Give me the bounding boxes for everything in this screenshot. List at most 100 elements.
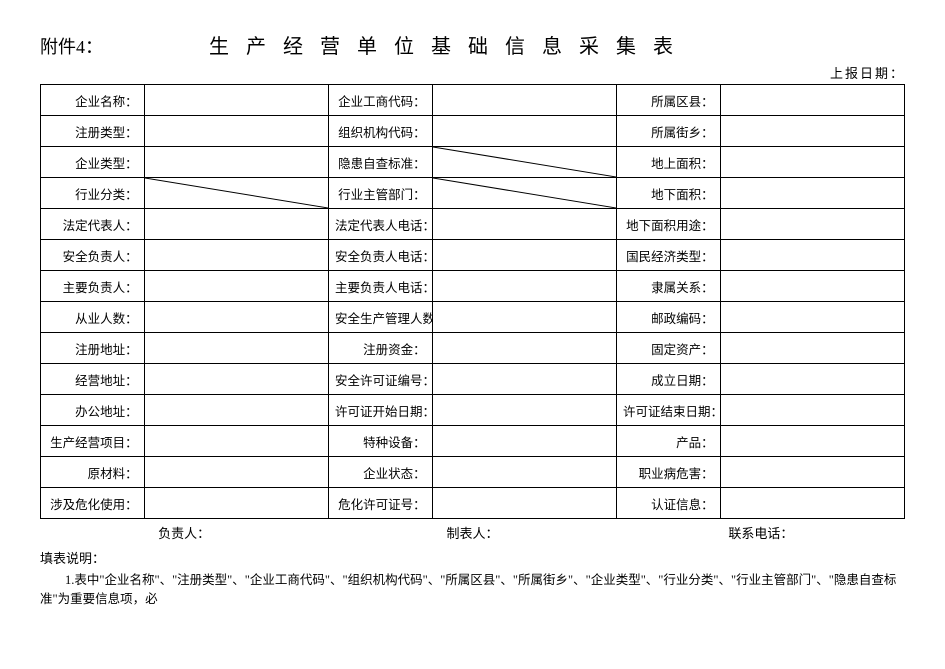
field-label: 许可证开始日期： (328, 395, 432, 426)
field-label: 主要负责人： (41, 271, 145, 302)
field-value (720, 333, 904, 364)
field-value (432, 395, 616, 426)
field-value (432, 488, 616, 519)
table-row: 注册地址： 注册资金： 固定资产： (41, 333, 905, 364)
table-row: 办公地址：许可证开始日期：许可证结束日期： (41, 395, 905, 426)
responsible-label: 负责人： (40, 523, 328, 542)
field-value (144, 302, 328, 333)
field-label: 生产经营项目： (41, 426, 145, 457)
field-value (144, 333, 328, 364)
table-row: 法定代表人： 法定代表人电话： 地下面积用途： (41, 209, 905, 240)
field-value (144, 395, 328, 426)
field-label: 涉及危化使用： (41, 488, 145, 519)
table-row: 注册类型：组织机构代码：所属街乡： (41, 116, 905, 147)
field-label: 企业名称： (41, 85, 145, 116)
field-value (720, 426, 904, 457)
field-value (720, 271, 904, 302)
field-label: 原材料： (41, 457, 145, 488)
field-label: 地上面积： (616, 147, 720, 178)
field-value (720, 488, 904, 519)
info-table: 企业名称：企业工商代码：所属区县：注册类型：组织机构代码：所属街乡：企业类型：隐… (40, 84, 905, 519)
field-label: 经营地址： (41, 364, 145, 395)
field-label: 组织机构代码： (328, 116, 432, 147)
table-row: 行业分类：行业主管部门：地下面积： (41, 178, 905, 209)
field-label: 隐患自查标准： (328, 147, 432, 178)
field-label: 地下面积用途： (616, 209, 720, 240)
field-value (144, 209, 328, 240)
field-value (720, 364, 904, 395)
field-value (720, 147, 904, 178)
field-label: 邮政编码： (616, 302, 720, 333)
field-value (432, 209, 616, 240)
field-value (432, 302, 616, 333)
table-row: 经营地址： 安全许可证编号： 成立日期： (41, 364, 905, 395)
field-label: 企业类型： (41, 147, 145, 178)
field-label: 危化许可证号： (328, 488, 432, 519)
field-label: 特种设备： (328, 426, 432, 457)
field-label: 主要负责人电话： (328, 271, 432, 302)
table-row: 原材料： 企业状态： 职业病危害： (41, 457, 905, 488)
field-label: 地下面积： (616, 178, 720, 209)
field-label: 固定资产： (616, 333, 720, 364)
table-row: 安全负责人：安全负责人电话：国民经济类型： (41, 240, 905, 271)
table-row: 企业名称： 企业工商代码： 所属区县： (41, 85, 905, 116)
field-label: 注册地址： (41, 333, 145, 364)
field-value (432, 147, 616, 178)
footer-row: 负责人： 制表人： 联系电话： (40, 523, 905, 542)
note-line-1: 1.表中"企业名称"、"注册类型"、"企业工商代码"、"组织机构代码"、"所属区… (40, 569, 905, 607)
field-value (144, 457, 328, 488)
field-value (144, 147, 328, 178)
field-value (720, 302, 904, 333)
field-label: 法定代表人电话： (328, 209, 432, 240)
field-value (432, 426, 616, 457)
field-value (432, 178, 616, 209)
field-value (720, 116, 904, 147)
field-value (432, 271, 616, 302)
contact-label: 联系电话： (617, 523, 905, 542)
field-value (144, 364, 328, 395)
table-row: 生产经营项目： 特种设备： 产品： (41, 426, 905, 457)
field-label: 行业主管部门： (328, 178, 432, 209)
table-row: 主要负责人： 主要负责人电话： 隶属关系： (41, 271, 905, 302)
field-label: 职业病危害： (616, 457, 720, 488)
field-label: 法定代表人： (41, 209, 145, 240)
field-label: 安全负责人电话： (328, 240, 432, 271)
field-value (432, 116, 616, 147)
field-value (720, 240, 904, 271)
page-title: 生 产 经 营 单 位 基 础 信 息 采 集 表 (103, 30, 785, 59)
header-row: 附件4： 生 产 经 营 单 位 基 础 信 息 采 集 表 (40, 30, 905, 59)
field-value (144, 178, 328, 209)
field-label: 注册类型： (41, 116, 145, 147)
field-value (144, 85, 328, 116)
report-date-label: 上报日期： (40, 63, 905, 82)
field-value (432, 240, 616, 271)
field-label: 注册资金： (328, 333, 432, 364)
field-label: 安全负责人： (41, 240, 145, 271)
field-value (720, 457, 904, 488)
field-label: 认证信息： (616, 488, 720, 519)
table-row: 从业人数：安全生产管理人数：邮政编码： (41, 302, 905, 333)
attachment-label: 附件4： (40, 33, 103, 59)
field-value (432, 333, 616, 364)
field-label: 隶属关系： (616, 271, 720, 302)
field-value (720, 209, 904, 240)
field-value (144, 271, 328, 302)
field-value (144, 116, 328, 147)
field-value (432, 364, 616, 395)
field-label: 所属区县： (616, 85, 720, 116)
field-value (432, 85, 616, 116)
field-label: 成立日期： (616, 364, 720, 395)
field-label: 许可证结束日期： (616, 395, 720, 426)
field-value (144, 488, 328, 519)
field-label: 产品： (616, 426, 720, 457)
table-row: 企业类型： 隐患自查标准： 地上面积： (41, 147, 905, 178)
field-value (720, 395, 904, 426)
field-value (144, 240, 328, 271)
field-label: 企业状态： (328, 457, 432, 488)
field-value (144, 426, 328, 457)
field-label: 企业工商代码： (328, 85, 432, 116)
table-row: 涉及危化使用： 危化许可证号： 认证信息： (41, 488, 905, 519)
field-label: 安全许可证编号： (328, 364, 432, 395)
field-value (720, 85, 904, 116)
preparer-label: 制表人： (328, 523, 616, 542)
